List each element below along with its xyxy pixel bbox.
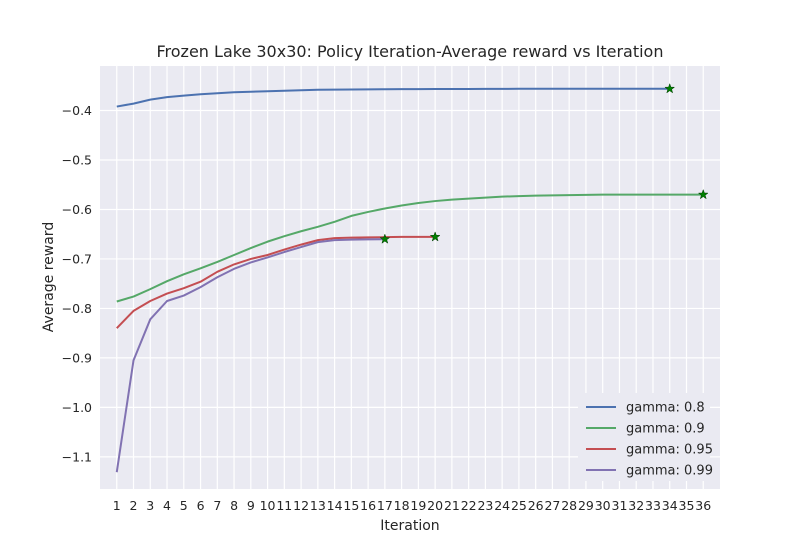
legend-label: gamma: 0.9 [626, 422, 705, 437]
x-tick-label: 22 [461, 498, 477, 513]
y-tick-label: −1.1 [62, 449, 92, 464]
x-axis-label: Iteration [380, 518, 439, 534]
series-line-2 [116, 235, 436, 329]
x-tick-label: 36 [695, 498, 711, 513]
y-tick-labels: −1.1 −1.0 −0.9 −0.8 −0.7 −0.6 −0.5 −0.4 [62, 103, 92, 464]
x-tick-label: 31 [612, 498, 628, 513]
end-star-marker-3 [379, 233, 391, 244]
x-tick-label: 25 [511, 498, 527, 513]
x-tick-label: 27 [544, 498, 560, 513]
x-tick-label: 32 [628, 498, 644, 513]
end-star-marker-0 [664, 83, 676, 94]
x-tick-label: 7 [213, 498, 221, 513]
x-tick-label: 24 [494, 498, 510, 513]
x-tick-label: 1 [113, 498, 121, 513]
x-tick-label: 20 [427, 498, 443, 513]
y-tick-label: −0.9 [62, 350, 92, 365]
x-tick-label: 35 [679, 498, 695, 513]
x-tick-label: 19 [410, 498, 426, 513]
x-tick-label: 29 [578, 498, 594, 513]
x-tick-label: 11 [276, 498, 292, 513]
legend-label: gamma: 0.95 [626, 443, 713, 458]
legend: gamma: 0.8 gamma: 0.9 gamma: 0.95 gamma: 0.… [578, 393, 713, 481]
series-line-1 [116, 193, 704, 303]
y-axis-label: Average reward [41, 222, 57, 332]
x-tick-label: 15 [343, 498, 359, 513]
legend-label: gamma: 0.8 [626, 401, 705, 416]
y-tick-label: −0.4 [62, 103, 92, 118]
x-tick-label: 8 [230, 498, 238, 513]
end-star-marker-1 [697, 188, 709, 200]
end-markers [379, 83, 709, 244]
x-tick-label: 18 [394, 498, 410, 513]
x-tick-label: 14 [327, 498, 343, 513]
x-tick-label: 33 [645, 498, 661, 513]
x-tick-label: 21 [444, 498, 460, 513]
series-line-3 [115, 238, 385, 473]
y-tick-label: −0.6 [62, 202, 92, 217]
x-tick-label: 4 [163, 498, 171, 513]
x-tick-label: 13 [310, 498, 326, 513]
x-tick-labels: 1 2 3 4 5 6 7 8 9 10 11 12 13 14 15 16 17 18 19 20 21 22 23 24 2… [113, 498, 711, 513]
series-lines [115, 87, 704, 473]
series-line-0 [116, 87, 670, 108]
x-tick-label: 28 [561, 498, 577, 513]
x-tick-label: 3 [146, 498, 154, 513]
y-tick-label: −0.5 [62, 153, 92, 168]
x-tick-label: 12 [293, 498, 309, 513]
chart-title: Frozen Lake 30x30: Policy Iteration-Aver… [157, 42, 664, 61]
x-tick-label: 9 [247, 498, 255, 513]
y-tick-label: −0.8 [62, 301, 92, 316]
x-tick-label: 10 [260, 498, 276, 513]
y-tick-label: −1.0 [62, 400, 92, 415]
y-tick-label: −0.7 [62, 251, 92, 266]
x-tick-label: 30 [595, 498, 611, 513]
x-tick-label: 6 [197, 498, 205, 513]
end-star-marker-2 [429, 231, 441, 242]
x-tick-label: 5 [180, 498, 188, 513]
x-tick-label: 34 [662, 498, 678, 513]
x-tick-label: 26 [528, 498, 544, 513]
x-tick-label: 17 [377, 498, 393, 513]
x-tick-label: 16 [360, 498, 376, 513]
legend-label: gamma: 0.99 [626, 464, 713, 479]
x-tick-label: 23 [477, 498, 493, 513]
x-tick-label: 2 [130, 498, 138, 513]
